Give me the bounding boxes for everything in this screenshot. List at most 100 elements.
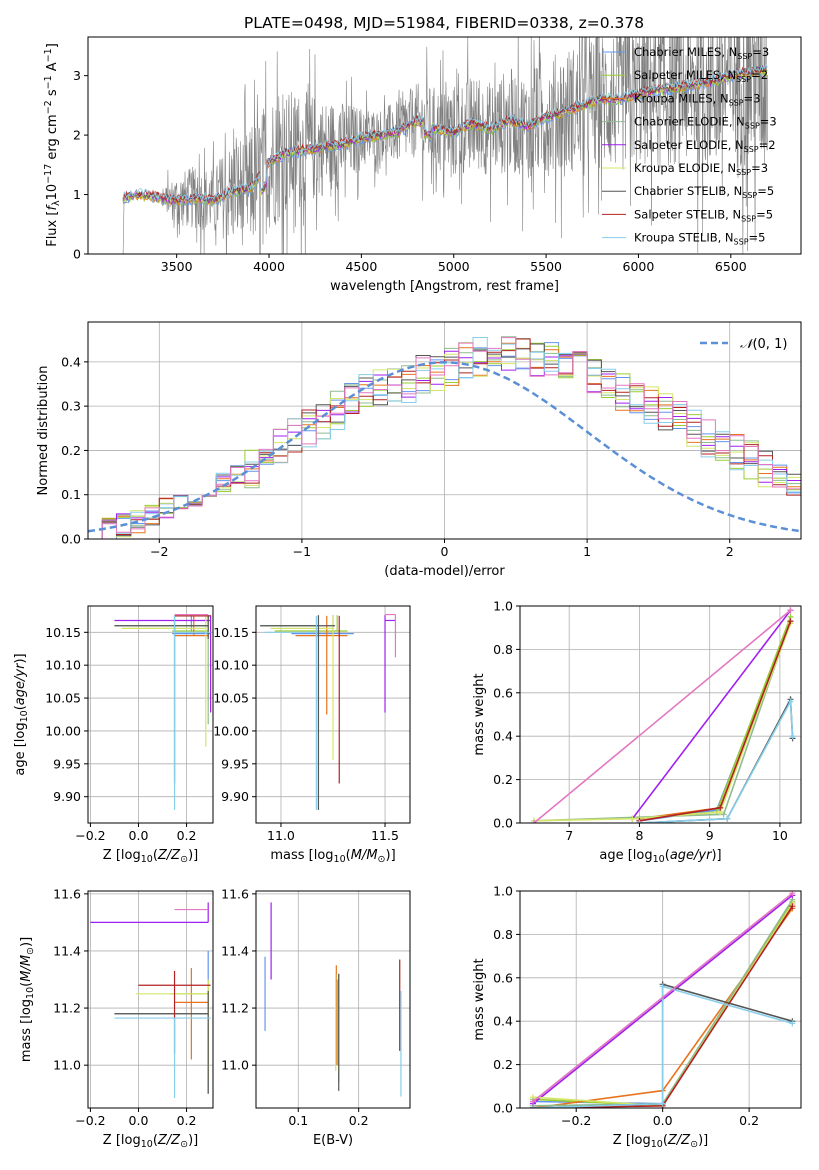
x-axis-label-part: ⊙: [180, 1139, 188, 1150]
mass-weight-line: [639, 698, 794, 823]
y-axis-label-part: −17: [43, 164, 54, 184]
y-tick-label: 10.05: [45, 691, 81, 706]
x-tick-label: 0.2: [177, 1113, 197, 1128]
mass-weight-marker: [724, 815, 731, 822]
x-axis-label-part: (: [663, 1133, 668, 1148]
x-axis-label: Z [log10(Z/Z⊙)]: [103, 848, 198, 865]
x-tick-label: 1: [583, 544, 591, 559]
residual-histogram-step: [88, 342, 801, 539]
legend-nssp-value: 5: [766, 207, 773, 221]
x-tick-label: 0: [441, 544, 449, 559]
x-tick-label: 9: [706, 828, 714, 843]
x-axis-label: Z [log10(Z/Z⊙)]: [103, 1133, 198, 1150]
legend-entry: Kroupa ELODIE, NSSP=3: [634, 161, 768, 177]
legend-equals: =: [751, 161, 761, 175]
x-axis-label-part: Z/Z: [667, 1133, 691, 1148]
axes-frame: [255, 605, 411, 824]
x-tick-label: 11.5: [371, 828, 399, 843]
mass-weight-line: [631, 609, 792, 820]
y-tick-label: 11.2: [221, 1001, 249, 1016]
y-axis-label-part: mass [log: [19, 999, 34, 1062]
legend-nssp-prefix: , N: [720, 161, 736, 175]
x-axis-label-part: (: [153, 1133, 158, 1148]
legend-label: Kroupa MILES: [634, 91, 713, 105]
mass-weight-line: [639, 696, 794, 823]
y-axis-label-part: )]: [19, 937, 34, 947]
mass-weight-marker: [787, 698, 794, 705]
plot-area-age-vs-Z: [114, 613, 212, 810]
y-axis-label-part: −2: [43, 100, 54, 114]
legend-nssp-prefix: , N: [718, 231, 734, 245]
mass-weight-marker: [789, 903, 796, 910]
x-tick-label: 11.0: [267, 828, 295, 843]
legend-entry: Kroupa STELIB, NSSP=5: [634, 231, 766, 247]
y-tick-label: 11.0: [221, 1058, 249, 1073]
y-tick-label: 9.90: [53, 789, 81, 804]
x-axis-label-part: ⊙: [690, 1139, 698, 1150]
x-axis-label-part: mass [log: [270, 848, 333, 863]
y-tick-label: 11.4: [53, 943, 81, 958]
y-axis-label-part: age/yr: [13, 662, 28, 705]
y-tick-label: 0.1: [61, 487, 81, 502]
mass-weight-line: [532, 892, 793, 1103]
y-tick-label: 3: [73, 68, 81, 83]
residual-histogram-step: [88, 343, 801, 539]
x-tick-label: 5500: [530, 259, 562, 274]
legend-equals: =: [760, 115, 770, 129]
y-tick-label: 0.4: [61, 354, 81, 369]
x-axis-label-part: (: [153, 848, 158, 863]
y-tick-label: 2: [73, 128, 81, 143]
legend-nssp-subscript: SSP: [744, 145, 759, 154]
legend-nssp-subscript: SSP: [734, 238, 749, 247]
legend-nssp-prefix: , N: [729, 115, 745, 129]
legend-nssp-subscript: SSP: [736, 75, 751, 84]
x-axis-label-part: Z/Z: [157, 1133, 181, 1148]
plot-area-residuals: [88, 336, 801, 539]
y-tick-label: 10.15: [213, 625, 249, 640]
plot-area-weight-vs-age: [531, 607, 796, 823]
y-axis-label: mass weight: [472, 958, 487, 1040]
axes-spectrum: 3500 4000 4500 5000 5500 6000 65000123waveleng…: [43, 36, 802, 294]
y-tick-label: 10.05: [213, 691, 249, 706]
x-tick-label: 7: [565, 828, 573, 843]
mass-weight-marker: [629, 815, 636, 822]
legend-nssp-value: 3: [753, 91, 760, 105]
x-tick-label: 6500: [715, 259, 747, 274]
y-axis-label-part: )]: [13, 653, 28, 663]
x-axis-label-part: 10: [334, 854, 346, 865]
axes-frame: [87, 36, 802, 255]
x-axis-label-part: )]: [188, 1133, 198, 1148]
residual-histogram-step: [88, 342, 801, 539]
x-axis-label: (data-model)/error: [384, 564, 505, 579]
legend-label: Chabrier MILES: [634, 45, 721, 59]
axes-age-vs-Z: −0.2 0.0 0.2 9.90 9.95 10.00 10.05 10.10 10.15 Z …: [13, 605, 214, 865]
legend-label: Salpeter MILES: [634, 68, 720, 82]
mass-weight-marker: [787, 618, 794, 625]
mass-weight-marker: [659, 983, 666, 990]
plot-area-age-vs-mass: [260, 613, 397, 810]
x-tick-label: 4000: [253, 259, 285, 274]
x-axis-label-part: age/yr: [670, 848, 713, 863]
legend-nssp-subscript: SSP: [736, 168, 751, 177]
legend-nssp-prefix: , N: [726, 184, 742, 198]
y-tick-label: 0.0: [493, 1101, 513, 1116]
axes-frame: [519, 605, 802, 824]
legend-entry: Salpeter MILES, NSSP=2: [634, 68, 768, 84]
y-tick-label: 1.0: [493, 884, 513, 899]
x-tick-label: 0.1: [288, 1113, 308, 1128]
y-axis-label: mass [log10(M/M⊙)]: [19, 937, 36, 1062]
legend-entry: Chabrier STELIB, NSSP=5: [634, 184, 774, 200]
x-axis-label: wavelength [Angstrom, rest frame]: [330, 279, 559, 294]
x-tick-label: 2: [726, 544, 734, 559]
legend-nssp-value: 2: [761, 68, 768, 82]
mass-weight-marker: [636, 820, 643, 823]
mass-weight-marker: [789, 1020, 796, 1027]
mass-weight-marker: [789, 733, 796, 740]
y-tick-label: 0.2: [61, 443, 81, 458]
normal-distribution-curve: [88, 361, 801, 533]
legend-entry: Salpeter ELODIE, NSSP=2: [634, 138, 776, 154]
y-tick-label: 0.8: [493, 927, 513, 942]
legend-nssp-subscript: SSP: [742, 191, 757, 200]
y-axis-label-part: (: [19, 982, 34, 987]
